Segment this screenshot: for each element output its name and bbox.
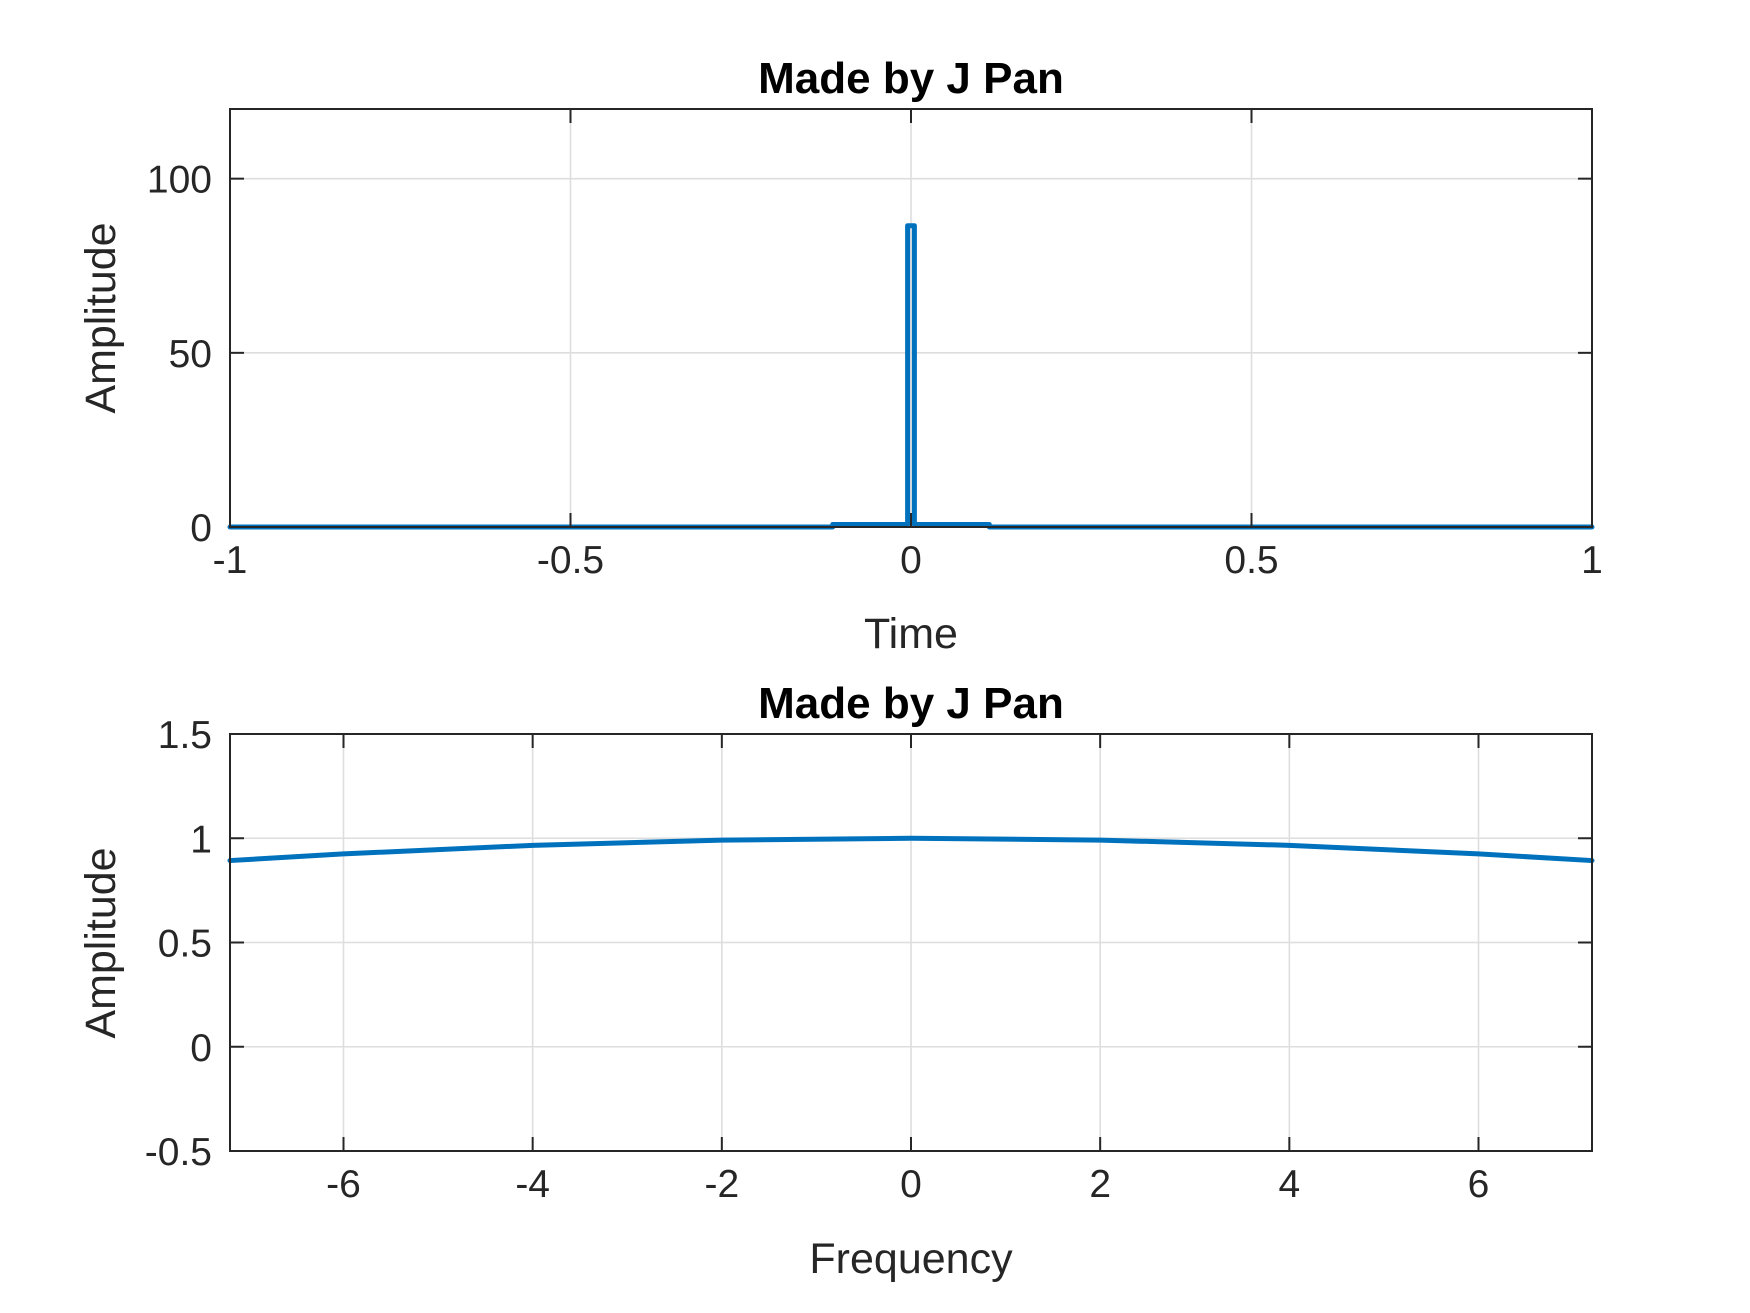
freq-x-tick-label: -2: [704, 1163, 739, 1206]
freq-xlabel: Frequency: [809, 1235, 1013, 1283]
time-ticks: [229, 109, 1593, 528]
time-x-tick-label: 0: [900, 539, 922, 582]
time-ylabel: Amplitude: [77, 222, 125, 413]
freq-title: Made by J Pan: [758, 679, 1064, 728]
freq-y-tick-label: 1: [190, 818, 212, 861]
time-y-tick-label: 50: [169, 333, 212, 376]
freq-y-tick-label: -0.5: [145, 1131, 212, 1174]
freq-y-tick-label: 0.5: [158, 923, 212, 966]
time-x-tick-label: -0.5: [537, 539, 604, 582]
freq-x-tick-label: 4: [1278, 1163, 1300, 1206]
time-x-tick-label: -1: [213, 539, 248, 582]
freq-series-line: [227, 835, 1595, 864]
subplot-time: -1 -0.5 0 0.5 1 0 50 100 Made by J Pan Time Amp…: [77, 54, 1603, 658]
time-grid: [230, 109, 1592, 527]
freq-tick-labels: -6 -4 -2 0 2 4 6 -0.5 0 0.5 1 1.5: [145, 714, 1490, 1206]
time-x-tick-label: 0.5: [1224, 539, 1278, 582]
freq-x-tick-label: -4: [515, 1163, 550, 1206]
time-y-tick-label: 0: [190, 507, 212, 550]
freq-x-tick-label: 6: [1468, 1163, 1490, 1206]
time-xlabel: Time: [864, 610, 958, 658]
freq-x-tick-label: 0: [900, 1163, 922, 1206]
time-title: Made by J Pan: [758, 54, 1064, 103]
subplot-frequency: -6 -4 -2 0 2 4 6 -0.5 0 0.5 1 1.5 Made by J Pan Fre…: [77, 679, 1595, 1283]
time-y-tick-label: 100: [147, 159, 212, 202]
freq-series-group: [227, 835, 1595, 864]
freq-y-tick-label: 1.5: [158, 714, 212, 757]
time-tick-labels: -1 -0.5 0 0.5 1 0 50 100: [147, 159, 1603, 582]
freq-x-tick-label: -6: [326, 1163, 361, 1206]
time-x-tick-label: 1: [1581, 539, 1603, 582]
freq-y-tick-label: 0: [190, 1027, 212, 1070]
time-series-line: [227, 223, 1595, 530]
freq-ticks: [230, 733, 1592, 1152]
freq-ylabel: Amplitude: [77, 847, 125, 1038]
freq-x-tick-label: 2: [1089, 1163, 1111, 1206]
time-series-group: [227, 223, 1595, 530]
